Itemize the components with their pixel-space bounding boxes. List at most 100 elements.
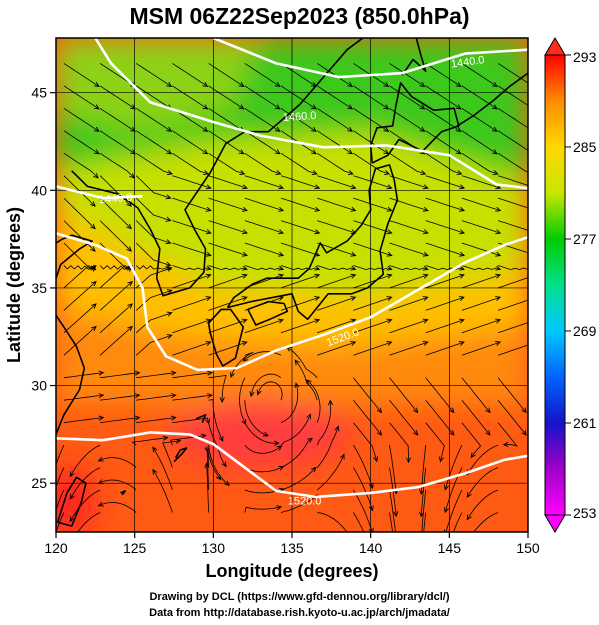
streamline-arrowhead <box>162 435 169 441</box>
streamline <box>207 451 222 480</box>
streamline-arrowhead <box>203 170 210 176</box>
streamline <box>99 326 133 356</box>
streamline <box>208 319 247 334</box>
streamline <box>206 463 209 513</box>
streamline <box>389 341 428 356</box>
streamline-arrowhead <box>405 457 412 464</box>
streamline <box>244 422 279 444</box>
colorbar-tick-label: 269 <box>573 323 597 339</box>
streamline-arrowhead <box>455 104 462 110</box>
streamline-arrowhead <box>495 296 502 302</box>
coastline <box>456 72 528 127</box>
streamline-arrowhead <box>206 393 213 399</box>
streamline <box>135 107 172 132</box>
streamline <box>208 274 247 289</box>
streamline <box>135 63 172 87</box>
streamline-arrowhead <box>129 173 135 179</box>
streamline-arrowhead <box>422 318 429 324</box>
streamline <box>172 394 212 401</box>
colorbar-bottom-arrow <box>544 514 566 533</box>
streamline <box>135 85 172 110</box>
contour-label: 1440.0 <box>98 192 132 206</box>
colorbar: 293 285 277 269 261 253 <box>544 37 597 533</box>
streamline <box>172 63 208 87</box>
streamline-arrowhead <box>241 341 248 346</box>
streamline <box>389 274 428 289</box>
streamline <box>172 175 211 189</box>
streamline <box>280 467 317 491</box>
streamline-arrowhead <box>241 296 248 302</box>
streamline <box>389 467 397 517</box>
streamline-arrowhead <box>219 397 225 404</box>
streamline <box>353 220 392 234</box>
streamline <box>461 242 501 256</box>
streamline-arrowhead <box>419 126 426 132</box>
streamline-arrowhead <box>495 273 502 279</box>
streamline <box>389 445 397 494</box>
streamline-arrowhead <box>69 516 75 523</box>
streamline <box>317 197 356 211</box>
streamline-arrowhead <box>466 514 472 521</box>
contour-label: 1520.0 <box>288 496 322 508</box>
streamline-arrowhead <box>350 206 357 212</box>
streamline <box>353 422 378 462</box>
streamline <box>353 489 373 532</box>
streamline <box>280 319 320 334</box>
streamline-arrowhead <box>327 399 334 406</box>
streamline-arrowhead <box>307 437 313 444</box>
streamline-arrowhead <box>314 318 321 324</box>
streamline <box>425 377 455 413</box>
streamline <box>425 274 465 289</box>
streamline-arrowhead <box>455 81 462 87</box>
streamline-arrowhead <box>456 170 463 176</box>
streamline-arrowhead <box>386 296 393 302</box>
streamline-arrowhead <box>152 446 158 453</box>
streamline <box>244 107 281 132</box>
streamline <box>77 512 101 532</box>
streamline <box>353 152 390 175</box>
streamline <box>206 446 209 491</box>
streamline-arrowhead <box>418 489 425 496</box>
streamline <box>135 312 172 334</box>
streamline <box>69 467 101 500</box>
streamline <box>497 399 527 436</box>
streamline-arrowhead <box>422 251 429 257</box>
streamline-arrowhead <box>386 318 393 324</box>
streamline-arrowhead <box>459 265 465 271</box>
streamline <box>63 303 97 334</box>
streamline <box>56 512 65 532</box>
streamline <box>172 319 211 334</box>
streamline <box>99 107 136 132</box>
streamline <box>152 447 173 491</box>
streamline-arrowhead <box>528 105 533 109</box>
streamline-arrowhead <box>528 127 533 131</box>
streamline-arrowhead <box>521 407 527 414</box>
streamline-arrowhead <box>386 273 393 279</box>
streamline-arrowhead <box>350 273 357 279</box>
streamline <box>389 197 429 211</box>
streamline-arrowhead <box>532 207 537 211</box>
streamline-arrowhead <box>130 126 136 132</box>
coastline <box>247 300 289 326</box>
x-axis-title: Longitude (degrees) <box>205 561 378 581</box>
y-tick-label: 35 <box>31 280 47 296</box>
streamline-arrowhead <box>376 430 383 436</box>
streamline <box>353 175 392 189</box>
streamline <box>317 175 356 189</box>
streamline <box>172 220 211 234</box>
streamline <box>461 341 501 356</box>
streamline-arrowhead <box>311 126 317 132</box>
streamline-arrowhead <box>276 445 283 451</box>
colorbar-tick-label: 285 <box>573 139 597 155</box>
streamline <box>172 341 211 356</box>
streamline-arrowhead <box>485 429 491 436</box>
streamline-arrowhead <box>466 491 472 498</box>
streamline <box>135 152 173 175</box>
coastline <box>401 38 427 76</box>
streamline-arrowhead <box>394 534 398 539</box>
streamline <box>244 444 282 454</box>
streamline <box>208 341 247 356</box>
streamline <box>99 281 133 311</box>
streamline-arrowhead <box>274 149 281 155</box>
streamline <box>208 85 244 110</box>
